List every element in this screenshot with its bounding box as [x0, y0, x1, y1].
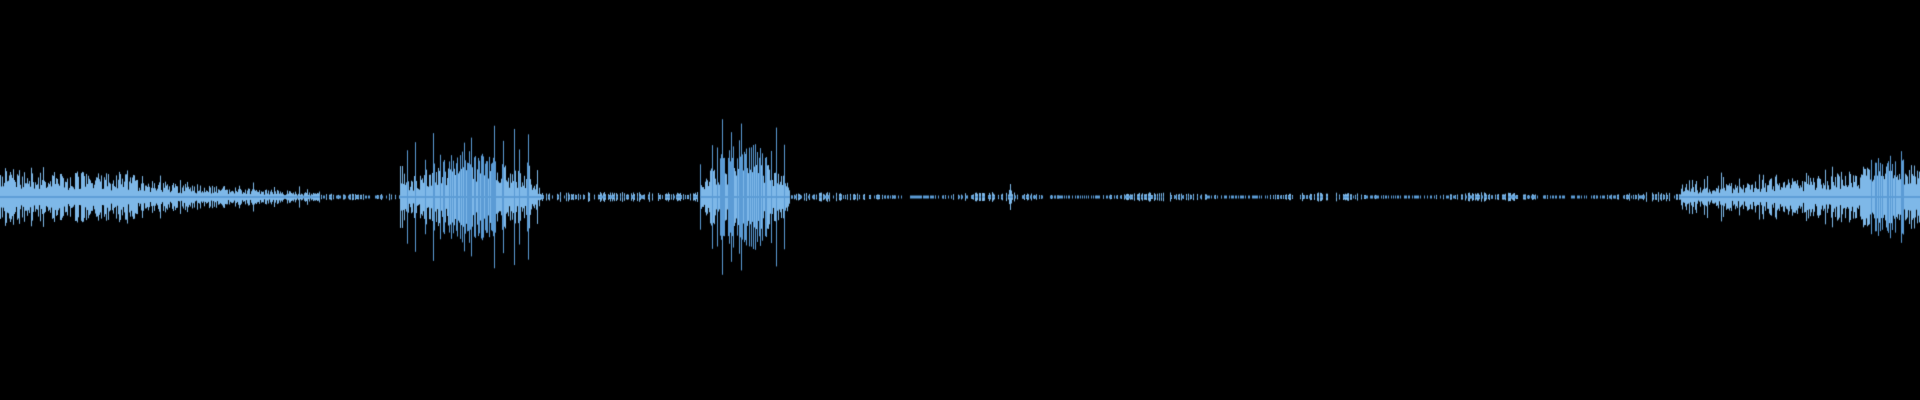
audio-waveform-viewer: Audio Waveform	[0, 0, 1920, 400]
waveform-canvas[interactable]	[0, 0, 1920, 400]
